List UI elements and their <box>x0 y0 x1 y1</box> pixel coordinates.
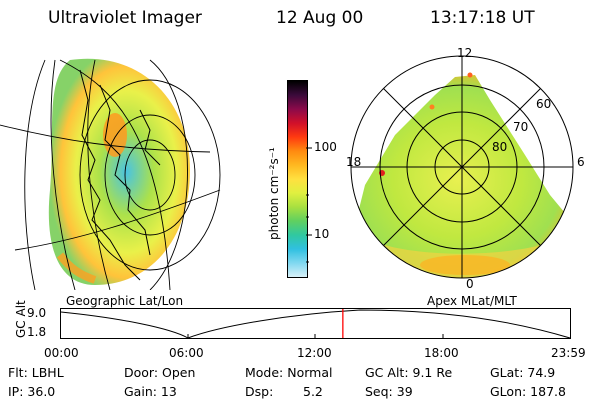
left-panel-caption: Geographic Lat/Lon <box>66 294 184 308</box>
door-info: Door: Open <box>124 365 196 380</box>
mlt-label-12: 12 <box>457 46 473 60</box>
altitude-ytick-low: 1.8 <box>27 325 47 339</box>
instrument-title: Ultraviolet Imager <box>48 8 202 28</box>
aurora-emission <box>48 58 190 285</box>
altitude-plot <box>60 308 571 339</box>
dsp-label: Dsp: <box>245 384 274 399</box>
mlat-label-70: 70 <box>513 120 529 134</box>
mlt-label-6: 6 <box>577 155 585 169</box>
date-label: 12 Aug 00 <box>276 8 364 28</box>
altitude-ytick-high: 9.0 <box>27 306 47 320</box>
aurora-band <box>56 252 97 284</box>
xtick-1200: 12:00 <box>297 346 332 360</box>
colorbar <box>287 80 308 278</box>
colorbar-tick-10: 10 <box>314 227 330 241</box>
polar-grid <box>350 55 574 279</box>
altitude-axis-label: GC Alt <box>14 300 28 338</box>
colorbar-tick-100: 100 <box>314 140 337 154</box>
altitude-curve <box>60 309 571 339</box>
xtick-1800: 18:00 <box>424 346 459 360</box>
mlt-label-18: 18 <box>346 155 362 169</box>
coastlines <box>79 69 161 281</box>
filter-info: Flt: LBHL <box>8 365 64 380</box>
seq-info: Seq: 39 <box>365 384 413 399</box>
glat-info: GLat: 74.9 <box>490 365 556 380</box>
polar-plot <box>350 55 574 279</box>
ip-info: IP: 36.0 <box>8 384 56 399</box>
xtick-2359: 23:59 <box>551 346 586 360</box>
mode-info: Mode: Normal <box>245 365 333 380</box>
polar-aurora <box>351 75 573 278</box>
colorbar-label: photon cm⁻²s⁻¹ <box>267 147 281 240</box>
mlt-label-0: 0 <box>466 277 474 291</box>
glon-info: GLon: 187.8 <box>490 384 566 399</box>
dsp-value: 5.2 <box>303 384 323 399</box>
xtick-0600: 06:00 <box>169 346 204 360</box>
right-panel-caption: Apex MLat/MLT <box>427 294 517 308</box>
mlat-label-80: 80 <box>492 140 508 154</box>
xtick-0000: 00:00 <box>44 346 79 360</box>
mlat-label-60: 60 <box>536 97 552 111</box>
gc-alt-info: GC Alt: 9.1 Re <box>365 365 453 380</box>
time-label: 13:17:18 UT <box>430 8 535 28</box>
geographic-image <box>0 58 221 290</box>
colorbar-axis <box>306 147 312 263</box>
aurora-bright-spot <box>103 113 127 157</box>
gain-info: Gain: 13 <box>124 384 177 399</box>
